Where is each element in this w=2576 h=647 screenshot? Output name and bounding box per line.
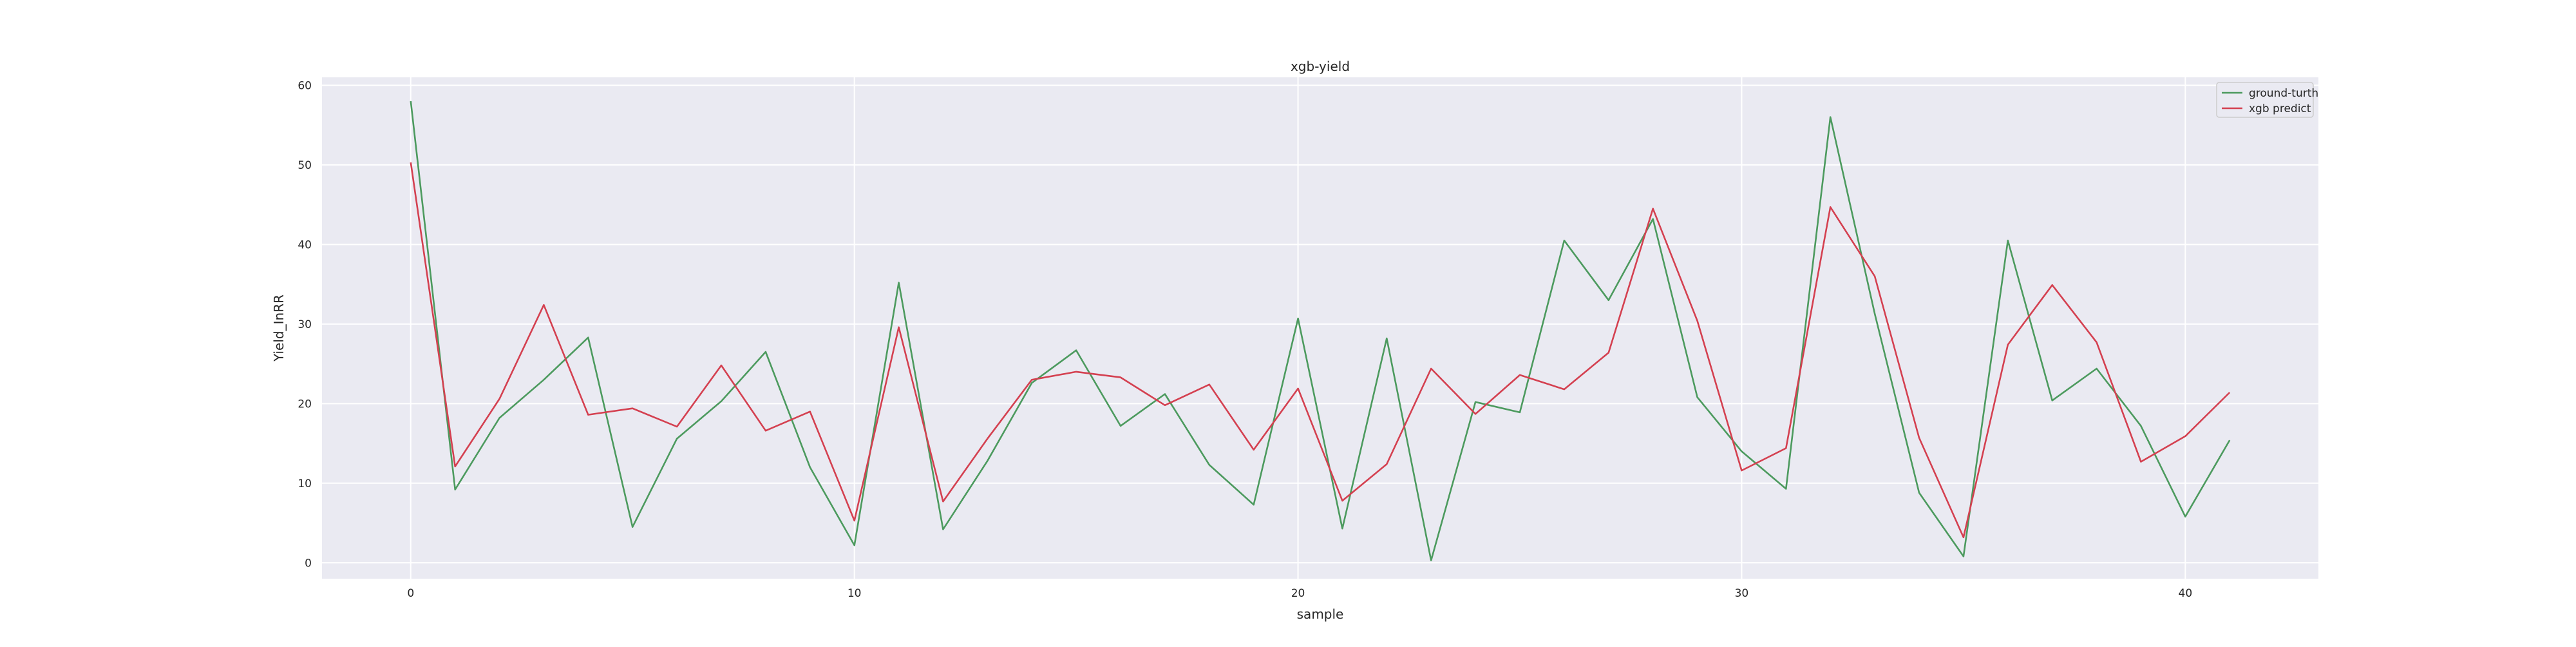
series-line-0 bbox=[410, 101, 2231, 561]
legend-label-ground-turth: ground-turth bbox=[2249, 87, 2318, 100]
x-axis-label: sample bbox=[1297, 606, 1344, 622]
axis-ticks: 0 10 20 30 40 0 10 20 30 40 50 60 bbox=[298, 79, 2192, 600]
legend: ground-turth xgb predict bbox=[2216, 82, 2318, 118]
legend-label-xgb-predict: xgb predict bbox=[2249, 102, 2311, 115]
x-tick-label: 10 bbox=[848, 587, 862, 600]
x-tick-label: 40 bbox=[2179, 587, 2193, 600]
series-line-1 bbox=[410, 162, 2231, 539]
y-tick-label: 10 bbox=[298, 478, 312, 490]
y-tick-label: 30 bbox=[298, 318, 312, 331]
y-tick-label: 40 bbox=[298, 238, 312, 251]
y-tick-label: 50 bbox=[298, 159, 312, 172]
chart-title: xgb-yield bbox=[1291, 59, 1350, 74]
x-tick-label: 0 bbox=[407, 587, 414, 600]
y-tick-label: 60 bbox=[298, 79, 312, 92]
y-tick-label: 0 bbox=[305, 557, 312, 570]
x-tick-label: 30 bbox=[1735, 587, 1749, 600]
x-tick-label: 20 bbox=[1291, 587, 1305, 600]
y-tick-label: 20 bbox=[298, 398, 312, 410]
y-axis-label: Yield_InRR bbox=[271, 295, 287, 362]
series-lines bbox=[410, 101, 2231, 561]
plot-area bbox=[322, 77, 2318, 579]
